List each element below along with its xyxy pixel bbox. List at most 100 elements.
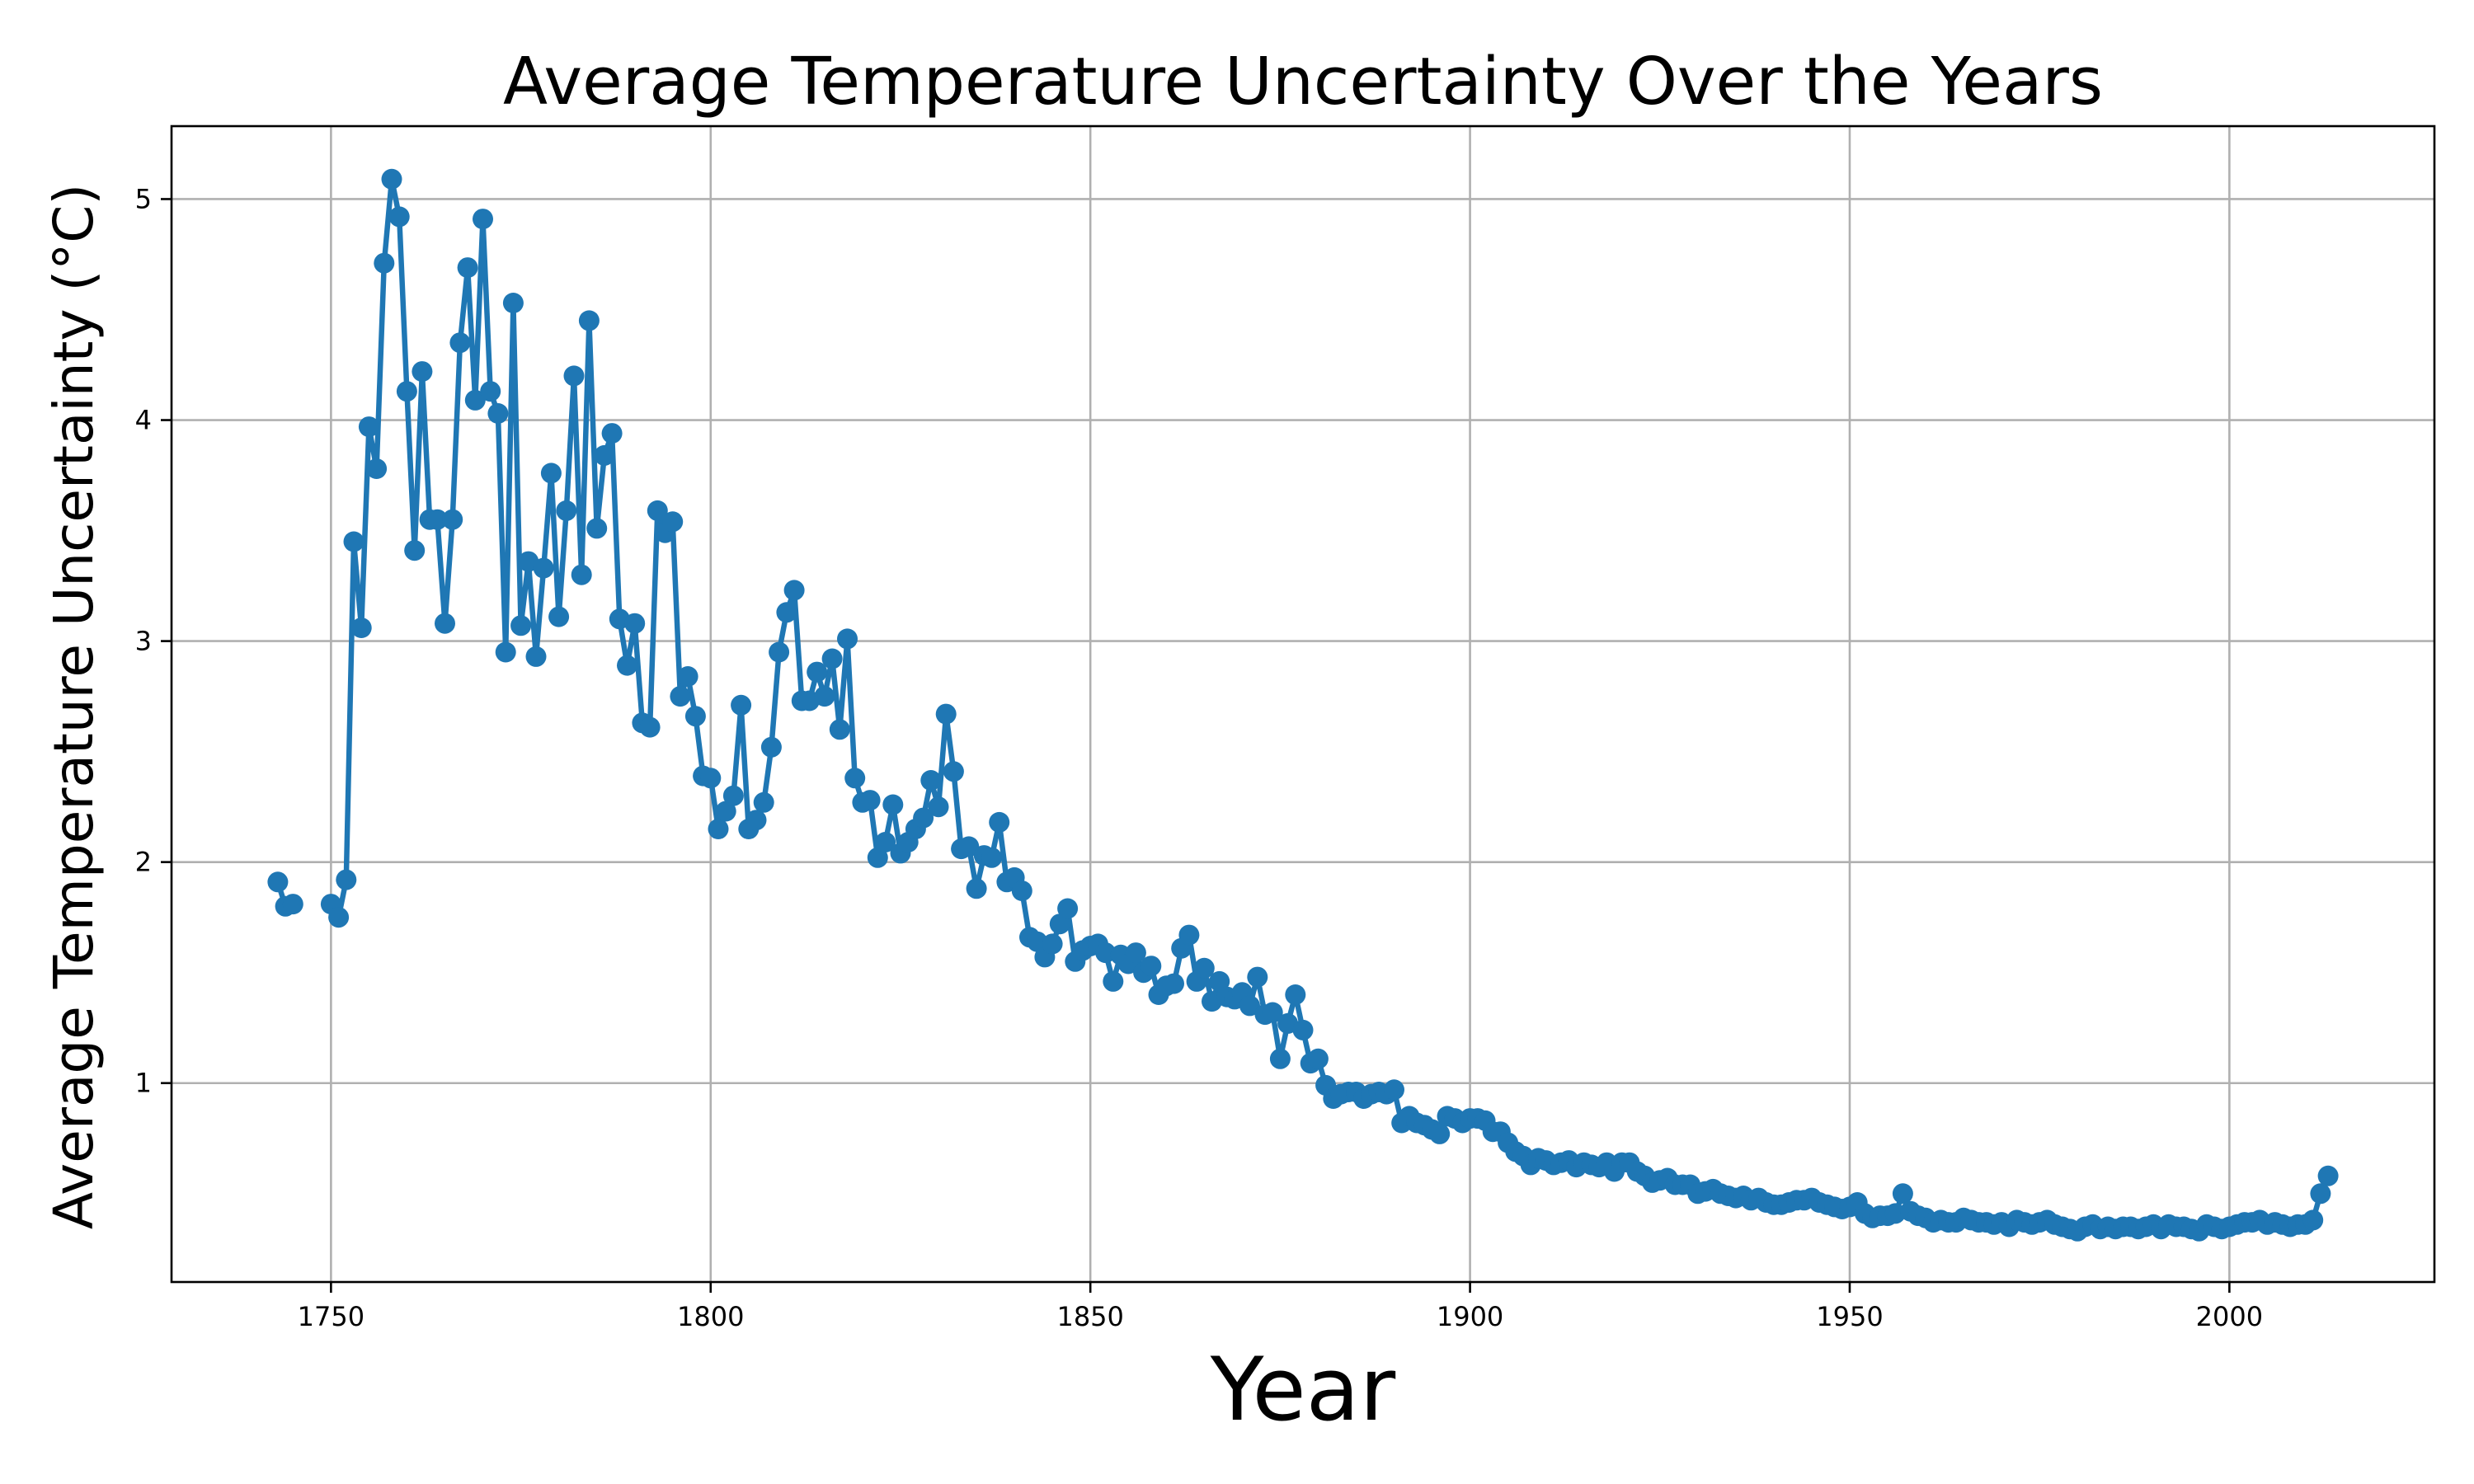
y-tick-label: 4 xyxy=(135,405,152,436)
data-point xyxy=(1049,913,1070,935)
data-point xyxy=(1262,1002,1283,1023)
y-tick-label: 5 xyxy=(135,183,152,214)
data-point xyxy=(473,209,493,230)
data-point xyxy=(1239,995,1260,1017)
data-point xyxy=(480,381,501,402)
data-point xyxy=(1384,1079,1404,1101)
data-point xyxy=(989,811,1010,833)
data-point xyxy=(366,458,388,479)
data-point xyxy=(722,785,744,806)
data-point xyxy=(882,794,904,815)
data-point xyxy=(875,832,896,852)
data-point xyxy=(442,509,463,530)
data-point xyxy=(578,310,600,331)
data-point xyxy=(1178,924,1200,946)
data-point xyxy=(670,686,691,707)
data-point xyxy=(760,736,782,758)
data-point xyxy=(601,423,623,444)
data-point xyxy=(821,648,843,669)
data-point xyxy=(769,641,790,663)
data-point xyxy=(1042,933,1063,955)
x-tick-label: 1850 xyxy=(1056,1301,1123,1332)
data-point xyxy=(829,719,850,740)
data-point xyxy=(943,761,964,782)
data-point xyxy=(381,168,402,190)
data-point xyxy=(449,332,471,354)
data-point xyxy=(540,463,562,484)
data-point xyxy=(731,694,752,716)
data-point xyxy=(487,403,509,424)
data-point xyxy=(548,606,570,627)
data-point xyxy=(708,819,729,839)
data-point xyxy=(1269,1048,1291,1069)
series-line xyxy=(328,176,2331,1234)
data-point xyxy=(1285,984,1306,1005)
data-point xyxy=(677,666,698,687)
data-point xyxy=(412,361,433,383)
plot-frame xyxy=(170,124,2436,1284)
data-point xyxy=(435,613,455,634)
data-point xyxy=(981,847,1002,868)
x-tick-label: 1900 xyxy=(1437,1301,1503,1332)
data-point xyxy=(1884,1203,1906,1224)
data-point xyxy=(2310,1183,2331,1205)
grid xyxy=(172,126,2434,1282)
data-point xyxy=(1125,942,1146,964)
data-point xyxy=(700,768,722,789)
y-tick-label: 1 xyxy=(135,1068,152,1099)
data-point xyxy=(859,790,881,811)
data-point xyxy=(837,628,858,650)
data-point xyxy=(396,381,417,402)
data-point xyxy=(814,686,835,707)
data-point xyxy=(1011,881,1032,901)
data-point xyxy=(336,869,357,890)
data-point xyxy=(647,500,668,521)
data-point xyxy=(913,807,934,829)
y-tick-label: 3 xyxy=(135,626,152,657)
chart-title: Average Temperature Uncertainty Over the… xyxy=(503,44,2103,120)
data-point xyxy=(374,252,395,274)
data-point xyxy=(594,444,615,466)
data-point xyxy=(404,540,426,561)
data-point xyxy=(753,791,774,813)
data-point xyxy=(1247,966,1268,988)
data-point xyxy=(1027,931,1048,952)
y-tick-label: 2 xyxy=(135,847,152,878)
data-point xyxy=(586,518,608,539)
data-point xyxy=(966,878,987,899)
data-point xyxy=(457,257,478,279)
data-point xyxy=(745,810,767,831)
axes: 1750 1800 1850 1900 1950 2000 1 2 3 4 5 xyxy=(135,183,2263,1332)
x-tick-label: 1750 xyxy=(298,1301,365,1332)
data-point xyxy=(1292,1019,1314,1040)
data-point xyxy=(510,615,532,636)
data-point xyxy=(388,206,410,228)
x-tick-label: 1800 xyxy=(677,1301,744,1332)
x-axis-label: Year xyxy=(1210,1339,1396,1440)
data-point xyxy=(350,618,372,638)
data-point xyxy=(1164,973,1184,994)
data-point xyxy=(525,646,547,667)
data-point xyxy=(1095,942,1117,964)
data-point xyxy=(867,847,888,868)
data-point xyxy=(935,703,957,725)
data-point xyxy=(495,641,516,663)
data-point xyxy=(1429,1123,1451,1144)
x-tick-label: 2000 xyxy=(2196,1301,2263,1332)
data-point xyxy=(662,511,684,533)
data-point xyxy=(807,661,828,683)
data-point xyxy=(571,564,592,585)
data-point xyxy=(684,706,706,727)
data-point xyxy=(1193,957,1215,979)
data-point xyxy=(2317,1165,2339,1186)
data-point xyxy=(617,655,637,676)
data-point xyxy=(563,365,585,387)
data-point xyxy=(343,531,365,552)
data-point xyxy=(1307,1048,1329,1069)
data-point xyxy=(1141,956,1162,977)
data-point xyxy=(624,613,646,634)
data-point xyxy=(2302,1209,2324,1231)
series-layer xyxy=(267,168,2339,1242)
data-point xyxy=(1057,898,1079,919)
